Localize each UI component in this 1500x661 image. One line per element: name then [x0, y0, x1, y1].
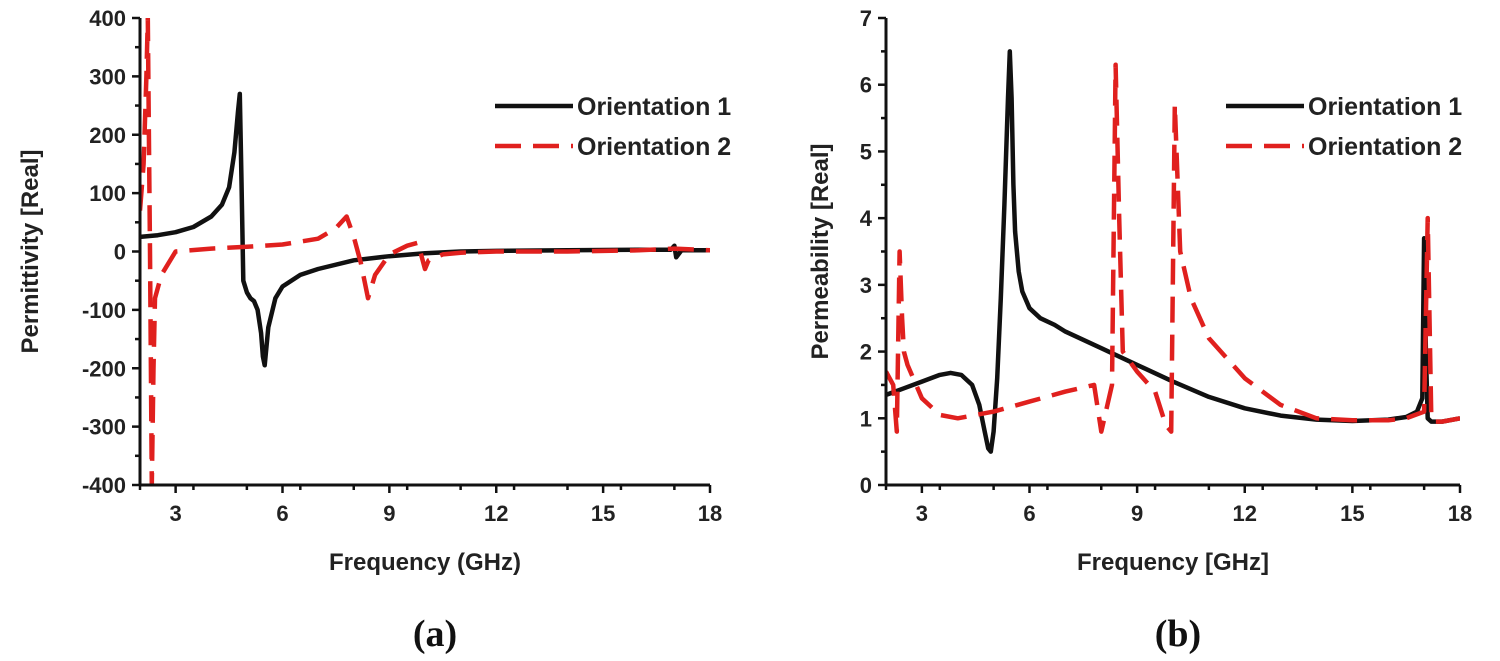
- y-tick-label-b-7: 7: [860, 6, 872, 31]
- x-tick-label-a-0: 3: [170, 501, 182, 526]
- y-tick-label-a-0: -400: [82, 473, 126, 498]
- legend-b: Orientation 1 Orientation 2: [1226, 93, 1462, 161]
- chart-panel-a: 3 6 9 12 15 18 -400 -300 -200 -100 0 100 200 300 400 F…: [17, 6, 731, 655]
- y-tick-label-a-1: -300: [82, 415, 126, 440]
- y-tick-label-a-3: -100: [82, 298, 126, 323]
- y-tick-label-b-0: 0: [860, 473, 872, 498]
- x-tick-label-a-1: 6: [276, 501, 288, 526]
- x-tick-label-b-0: 3: [916, 501, 928, 526]
- y-tick-label-b-5: 5: [860, 139, 872, 164]
- y-axis-title-a: Permittivity [Real]: [17, 149, 44, 353]
- x-tick-label-b-1: 6: [1023, 501, 1035, 526]
- x-axis-title-b: Frequency [GHz]: [1077, 549, 1269, 576]
- y-tick-label-a-5: 100: [89, 181, 126, 206]
- x-tick-label-b-4: 15: [1340, 501, 1364, 526]
- y-tick-label-a-4: 0: [114, 240, 126, 265]
- series-line-b-2: [886, 62, 1460, 434]
- y-tick-label-b-1: 1: [860, 406, 872, 431]
- y-tick-label-a-7: 300: [89, 64, 126, 89]
- x-axis-title-a: Frequency (GHz): [329, 549, 521, 576]
- legend-label-b-1: Orientation 1: [1308, 93, 1462, 121]
- panel-label-a: (a): [413, 613, 457, 655]
- x-tick-label-b-2: 9: [1131, 501, 1143, 526]
- panel-label-b: (b): [1155, 613, 1201, 655]
- x-tick-label-b-3: 12: [1233, 501, 1257, 526]
- legend-label-a-1: Orientation 1: [577, 93, 731, 121]
- series-layer-b: [886, 49, 1460, 454]
- legend-label-a-2: Orientation 2: [577, 133, 731, 161]
- y-axis-title-b: Permeability [Real]: [807, 143, 834, 359]
- y-tick-label-b-3: 3: [860, 273, 872, 298]
- series-line-a-2: [140, 18, 710, 485]
- x-tick-label-a-5: 18: [698, 501, 722, 526]
- x-tick-label-a-2: 9: [383, 501, 395, 526]
- x-tick-label-b-5: 18: [1448, 501, 1472, 526]
- y-tick-label-a-2: -200: [82, 356, 126, 381]
- legend-a: Orientation 1 Orientation 2: [495, 93, 731, 161]
- y-tick-label-b-6: 6: [860, 73, 872, 98]
- y-tick-label-a-8: 400: [89, 6, 126, 31]
- x-tick-label-a-4: 15: [591, 501, 615, 526]
- y-tick-label-b-2: 2: [860, 340, 872, 365]
- y-tick-label-a-6: 200: [89, 123, 126, 148]
- y-tick-label-b-4: 4: [860, 206, 873, 231]
- x-tick-label-a-3: 12: [484, 501, 508, 526]
- series-layer-a: [140, 18, 710, 485]
- legend-label-b-2: Orientation 2: [1308, 133, 1462, 161]
- ticks-layer-a: 3 6 9 12 15 18 -400 -300 -200 -100 0 100 200 300 400: [82, 6, 722, 526]
